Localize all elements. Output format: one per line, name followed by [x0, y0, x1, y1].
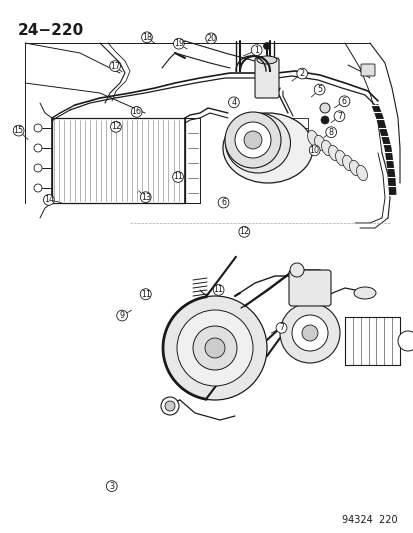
Circle shape	[263, 43, 270, 50]
FancyBboxPatch shape	[288, 270, 330, 306]
Circle shape	[224, 112, 280, 168]
FancyBboxPatch shape	[360, 64, 374, 76]
Text: 14: 14	[44, 196, 54, 204]
Text: 4: 4	[231, 98, 236, 107]
Ellipse shape	[342, 155, 353, 171]
Circle shape	[291, 315, 327, 351]
Circle shape	[131, 107, 142, 117]
Circle shape	[34, 144, 42, 152]
Circle shape	[109, 61, 120, 71]
Text: 24−220: 24−220	[18, 23, 84, 38]
Circle shape	[192, 326, 236, 370]
Circle shape	[325, 127, 336, 138]
Text: 16: 16	[131, 108, 141, 116]
Circle shape	[106, 481, 117, 491]
Text: 3: 3	[109, 482, 114, 490]
Ellipse shape	[223, 113, 312, 183]
Circle shape	[309, 145, 319, 156]
Text: 11: 11	[173, 173, 183, 181]
Circle shape	[163, 296, 266, 400]
Ellipse shape	[225, 113, 290, 173]
Circle shape	[213, 285, 223, 295]
Circle shape	[116, 310, 127, 321]
Circle shape	[173, 38, 184, 49]
Text: 1: 1	[254, 46, 259, 54]
Circle shape	[140, 289, 151, 300]
Circle shape	[338, 96, 349, 107]
Circle shape	[301, 325, 317, 341]
Text: 11: 11	[213, 286, 223, 294]
Text: 6: 6	[341, 97, 346, 106]
Text: 13: 13	[140, 193, 150, 201]
Text: 19: 19	[173, 39, 183, 48]
Ellipse shape	[328, 146, 339, 161]
Circle shape	[161, 397, 178, 415]
Text: 12: 12	[111, 123, 121, 131]
Circle shape	[34, 164, 42, 172]
Circle shape	[141, 32, 152, 43]
Circle shape	[275, 322, 286, 333]
Circle shape	[177, 310, 252, 386]
Circle shape	[319, 103, 329, 113]
Ellipse shape	[335, 150, 346, 166]
Circle shape	[205, 33, 216, 44]
Ellipse shape	[314, 135, 325, 151]
Circle shape	[251, 45, 261, 55]
Ellipse shape	[256, 56, 276, 64]
Circle shape	[140, 192, 151, 203]
Text: 11: 11	[140, 290, 150, 298]
Text: 7: 7	[278, 324, 283, 332]
Text: 20: 20	[206, 34, 216, 43]
Circle shape	[110, 122, 121, 132]
Circle shape	[228, 97, 239, 108]
Text: 9: 9	[119, 311, 124, 320]
Ellipse shape	[307, 130, 318, 146]
Text: 94324  220: 94324 220	[342, 515, 397, 525]
Circle shape	[397, 331, 413, 351]
Circle shape	[238, 227, 249, 237]
Text: 5: 5	[316, 85, 321, 94]
Circle shape	[204, 338, 224, 358]
Circle shape	[172, 172, 183, 182]
Circle shape	[34, 124, 42, 132]
Text: 8: 8	[328, 128, 333, 136]
Text: 7: 7	[336, 112, 341, 120]
Circle shape	[218, 197, 228, 208]
Circle shape	[34, 184, 42, 192]
Circle shape	[296, 68, 307, 79]
Circle shape	[313, 84, 324, 95]
Text: 2: 2	[299, 69, 304, 78]
Circle shape	[43, 195, 54, 205]
Text: 6: 6	[221, 198, 225, 207]
Circle shape	[235, 122, 271, 158]
Circle shape	[320, 116, 328, 124]
Text: 10: 10	[309, 146, 319, 155]
FancyBboxPatch shape	[254, 58, 278, 98]
Text: 15: 15	[14, 126, 24, 135]
Circle shape	[333, 111, 344, 122]
Circle shape	[289, 263, 303, 277]
Circle shape	[165, 401, 175, 411]
Ellipse shape	[356, 165, 367, 181]
Ellipse shape	[353, 287, 375, 299]
Text: 12: 12	[239, 228, 249, 236]
Circle shape	[279, 303, 339, 363]
Circle shape	[243, 131, 261, 149]
Ellipse shape	[349, 160, 360, 176]
Text: 17: 17	[110, 62, 120, 70]
Circle shape	[13, 125, 24, 136]
Text: 18: 18	[142, 33, 152, 42]
Ellipse shape	[321, 140, 332, 156]
